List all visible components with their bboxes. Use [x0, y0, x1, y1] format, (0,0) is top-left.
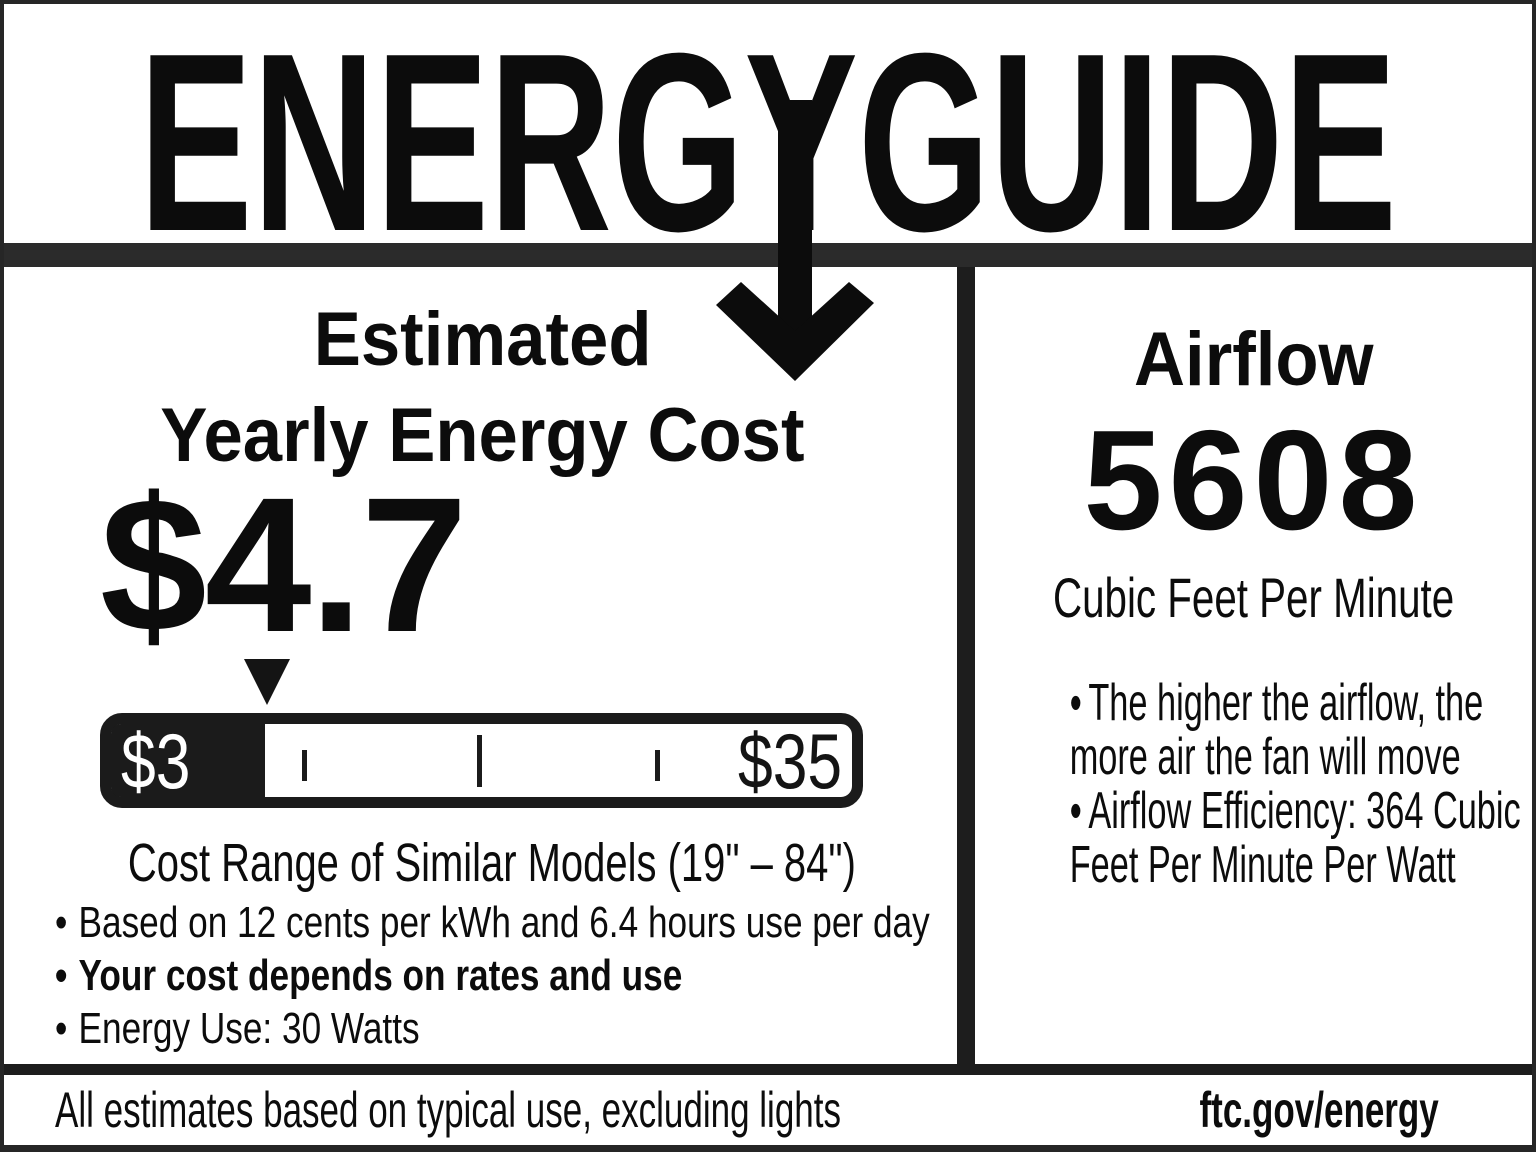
bullet-cost-basis: • Based on 12 cents per kWh and 6.4 hours… — [55, 898, 930, 947]
bullet-icon: • — [1069, 674, 1082, 732]
energyguide-title-text: ENERGYGUIDE — [139, 33, 1397, 245]
cost-bullet-list: • Based on 12 cents per kWh and 6.4 hours… — [55, 896, 1148, 1055]
down-arrow-icon — [716, 100, 874, 381]
bullet-icon: • — [55, 1004, 68, 1053]
airflow-heading: Airflow — [1133, 317, 1374, 402]
cost-range-scale: $3 $35 — [100, 713, 863, 808]
scale-tick-middle — [477, 735, 482, 787]
scale-max-label: $35 — [737, 716, 842, 805]
estimated-heading-line1: Estimated — [313, 297, 652, 382]
bullet-airflow-info-line2: more air the fan will move — [1069, 728, 1461, 786]
bullet-airflow-efficiency-line2: Feet Per Minute Per Watt — [1069, 836, 1456, 894]
cost-marker-triangle-icon — [244, 659, 290, 705]
yearly-cost-value: $4.7 — [100, 457, 468, 672]
cost-range-caption: Cost Range of Similar Models (19" – 84") — [127, 833, 856, 893]
footer-disclaimer: All estimates based on typical use, excl… — [55, 1082, 841, 1138]
bullet-icon: • — [55, 898, 68, 947]
airflow-value: 5608 — [1083, 401, 1424, 560]
bullet-airflow-info-line1: • The higher the airflow, the — [1069, 674, 1484, 732]
estimated-heading-line2: Yearly Energy Cost — [160, 393, 805, 478]
bullet-icon: • — [55, 951, 68, 1000]
scale-tick-1 — [302, 750, 307, 781]
cost-range-low-segment: $3 — [111, 716, 265, 805]
footer: All estimates based on typical use, excl… — [4, 1075, 1532, 1145]
airflow-panel: Airflow 5608 Cubic Feet Per Minute • The … — [975, 267, 1532, 1064]
footer-ftc-url: ftc.gov/energy — [1199, 1082, 1439, 1138]
bullet-cost-depends: • Your cost depends on rates and use — [55, 951, 683, 1000]
energyguide-title: ENERGYGUIDE — [139, 33, 1397, 245]
bullet-icon: • — [1069, 782, 1082, 840]
bullet-airflow-efficiency-line1: • Airflow Efficiency: 364 Cubic — [1069, 782, 1521, 840]
airflow-bullet-list: • The higher the airflow, the more air th… — [975, 676, 1532, 892]
footer-divider — [4, 1064, 1532, 1075]
title-divider-bar — [4, 243, 1532, 267]
bullet-energy-use: • Energy Use: 30 Watts — [55, 1004, 420, 1053]
airflow-unit: Cubic Feet Per Minute — [1052, 566, 1455, 629]
panel-divider — [957, 267, 975, 1064]
scale-tick-3 — [655, 750, 660, 781]
scale-min-label: $3 — [121, 716, 191, 805]
